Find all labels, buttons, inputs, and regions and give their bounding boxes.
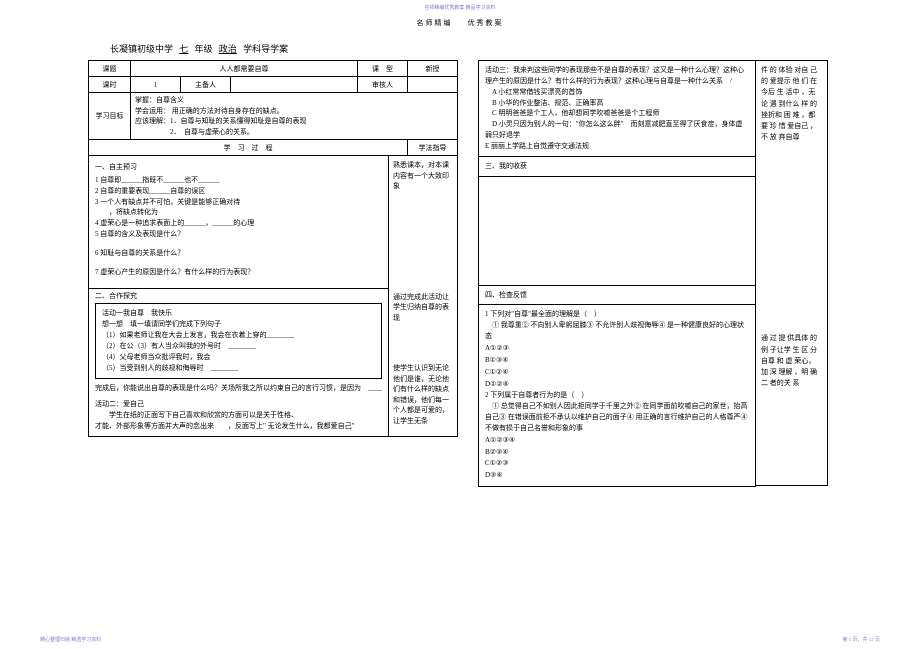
meta-r1c4: 新授: [408, 61, 458, 77]
q2o: ① 总觉得自己不如别人因此拒同学于千里之外② 在同学面前吹嘘自己的家世，抬高自己…: [485, 401, 749, 434]
s2: 二、合作探究: [89, 288, 388, 302]
q1a0: A①②③: [485, 343, 749, 354]
q2a0: A①②③④: [485, 435, 749, 446]
meta-r1c1: 课题: [89, 61, 131, 77]
proc-head: 学 习 过 程 学法指导: [89, 140, 458, 156]
p1: 完成后，你能说出自尊的表现是什么吗？关场所我之所以约束自己的言行习惯，是因为 _…: [95, 383, 382, 394]
box-2: （1）如果老师让我在大会上发言，我会在衣着上穿的________: [102, 330, 375, 341]
goal-l2: 应该理解：1．自尊与知耻的关系懂得知耻是自尊的表现: [135, 116, 453, 127]
q1a1: B①③④: [485, 355, 749, 366]
box-0: 活动一我自尊 我快乐: [102, 308, 375, 319]
l1: 1 自尊即______指既不______也不______: [95, 175, 382, 186]
meta-r2c5: 审核人: [358, 77, 408, 93]
q1a2: C①②④: [485, 367, 749, 378]
q1a3: D①②④: [485, 379, 749, 390]
l7: 7 虚荣心产生的原因是什么？有什么样的行为表现？: [95, 267, 382, 278]
act3-0: 活动三：我来判这些同学的表现那些不是自尊的表现？这又是一种什么心理？这种心理产生…: [485, 65, 749, 87]
q2: 2 下列属于自尊者行为的是（ ）: [485, 390, 749, 401]
g1: 熟悉课本，对本课内容有一个大致印象: [393, 160, 453, 192]
act2-b1: 学生在纸的正面写下自己喜欢和欣赏的方面可以是关于性格、: [95, 410, 382, 421]
s4-body: 1 下列对"自尊"最全面的理解是（ ） ① 我尊重② 不向别人卑躬屈膝③ 不允许…: [478, 304, 756, 487]
meta-row-1: 课题 人人都需要自尊 课 型 新授: [89, 61, 458, 77]
header-tiny: 名师精编优秀教案 精品学习资料: [0, 4, 920, 11]
q1o: ① 我尊重② 不向别人卑躬屈膝③ 不允许别人歧视侮辱④ 是一种健康良好的心理状态: [485, 320, 749, 342]
q2a3: D③④: [485, 470, 749, 481]
meta-row-2: 课时 1 主备人 审核人: [89, 77, 458, 93]
goal-l0: 掌握：自尊含义: [135, 95, 453, 106]
meta-r1c2: 人人都需要自尊: [131, 61, 358, 77]
g3: 使学生认识到无论他们是谁，无论他们有什么样的缺点和错误，他们每一个人都是可爱的，…: [393, 363, 453, 426]
meta-r2c2: 1: [131, 77, 181, 93]
goal-cell: 掌握：自尊含义 学会运用： 用正确的方法对待自身存在的缺点。 应该理解：1．自尊…: [131, 93, 458, 140]
q2-opts: A①②③④ B②③④ C①②③ D③④: [485, 435, 749, 481]
left-panel: 课题 人人都需要自尊 课 型 新授 课时 1 主备人 审核人 学习目标 掌握：自…: [88, 60, 458, 437]
right-panel: 活动三：我来判这些同学的表现那些不是自尊的表现？这又是一种什么心理？这种心理产生…: [478, 60, 828, 486]
g2: 通过完成此活动让学生归纳自尊的表现: [393, 292, 453, 324]
title-suffix: 学科导学案: [243, 44, 288, 54]
s1: 一、自主预习: [95, 162, 382, 173]
inner-box: 活动一我自尊 我快乐 想一想 填一填请同学们完成下列句子 （1）如果老师让我在大…: [95, 303, 382, 378]
s3-head: 三、我的收获: [478, 156, 756, 177]
act3-4: D 小灵只因为别人的一句："你怎么这么胖" 而刻意减肥直至得了厌食症，身体虚弱只…: [485, 119, 749, 141]
s3-body: [478, 176, 756, 286]
meta-r2c6: [408, 77, 458, 93]
footer-right: 第 1 页，共 12 页: [842, 636, 880, 643]
act3-3: C 明明爸爸是个工人，他却想同学吹嘘爸爸是个工程师: [485, 108, 749, 119]
meta-table: 课题 人人都需要自尊 课 型 新授 课时 1 主备人 审核人 学习目标 掌握：自…: [88, 60, 458, 156]
l5: 5 自尊的含义及表现是什么？: [95, 229, 382, 240]
meta-r2c4: [231, 77, 358, 93]
meta-r2c1: 课时: [89, 77, 131, 93]
side-p1: 件 的 体验 对自 己 的 爱提示 他 们 在今后 生 活中 ，无 论 遇 到什…: [761, 65, 822, 143]
right-main: 活动三：我来判这些同学的表现那些不是自尊的表现？这又是一种什么心理？这种心理产生…: [478, 60, 756, 486]
title-mid: 年级: [195, 44, 213, 54]
l2: 2 自尊的重要表现______自尊的误区: [95, 186, 382, 197]
l6: 6 知耻与自尊的关系是什么？: [95, 248, 382, 259]
title-prefix: 长凝镇初级中学: [110, 44, 173, 54]
meta-row-goal: 学习目标 掌握：自尊含义 学会运用： 用正确的方法对待自身存在的缺点。 应该理解…: [89, 93, 458, 140]
title-subject: 政治: [215, 44, 241, 54]
box-4: （4）父母老师当众批评我时，我会: [102, 352, 375, 363]
proc-body: 一、自主预习 1 自尊即______指既不______也不______ 2 自尊…: [88, 156, 458, 437]
page-title: 长凝镇初级中学 七 年级 政治 学科导学案: [110, 42, 288, 55]
act3-box: 活动三：我来判这些同学的表现那些不是自尊的表现？这又是一种什么心理？这种心理产生…: [478, 60, 756, 157]
s4-label: 四、检查反馈: [485, 291, 527, 299]
s3-label: 三、我的收获: [485, 162, 527, 170]
act3-2: B 小华的作业整洁、规范、正确率高: [485, 98, 749, 109]
l4: 4 虚荣心是一种追求表面上的______，______的心理: [95, 218, 382, 229]
title-grade: 七: [175, 44, 192, 54]
s4-head: 四、检查反馈: [478, 285, 756, 306]
header-sub-l: 名师精编: [417, 19, 453, 27]
q1: 1 下列对"自尊"最全面的理解是（ ）: [485, 309, 749, 320]
l3: 3 一个人有缺点并不可怕，关键是能够正确对待: [95, 197, 382, 208]
act2-h: 活动二：爱自己: [95, 399, 382, 410]
right-side: 件 的 体验 对自 己 的 爱提示 他 们 在今后 生 活中 ，无 论 遇 到什…: [756, 60, 828, 486]
meta-r2c3: 主备人: [181, 77, 231, 93]
header-sub-r: 优秀教案: [468, 19, 504, 27]
footer-left: 精心整理归纳 精选学习资料: [40, 636, 101, 643]
goal-l1: 学会运用： 用正确的方法对待自身存在的缺点。: [135, 106, 453, 117]
act2-b2: 才能、外部形象等方面并大声的念出来 ，反面写上" 无论发生什么，我都爱自己": [95, 421, 382, 432]
proc-head-l: 学 习 过 程: [89, 140, 408, 156]
box-3: （2）在公（3）有人当众叫我的外号时 ________: [102, 341, 375, 352]
proc-head-r: 学法指导: [408, 140, 458, 156]
meta-r1c3: 课 型: [358, 61, 408, 77]
box-5: （5）当受到别人的歧视和侮辱时 ________: [102, 363, 375, 374]
act3-1: A 小红常常借钱买漂亮的首饰: [485, 87, 749, 98]
header-sub: 名师精编 优秀教案: [0, 18, 920, 28]
goal-label: 学习目标: [89, 93, 131, 140]
proc-right: 熟悉课本，对本课内容有一个大致印象 通过完成此活动让学生归纳自尊的表现 使学生认…: [389, 156, 457, 436]
q2a2: C①②③: [485, 458, 749, 469]
proc-left: 一、自主预习 1 自尊即______指既不______也不______ 2 自尊…: [89, 156, 389, 436]
act3-5: E 丽丽上学路上自觉遵守交通法规: [485, 141, 749, 152]
box-1: 想一想 填一填请同学们完成下列句子: [102, 319, 375, 330]
goal-l3: 2． 自尊与虚荣心的关系。: [135, 127, 453, 138]
side-p2: 通 过 提 供具体 的 例 子让学 生 区 分自尊 和 虚 荣心，加 深 理解 …: [761, 333, 822, 389]
l3b: ，将缺点转化为: [95, 207, 382, 218]
q1-opts: A①②③ B①③④ C①②④ D①②④: [485, 343, 749, 389]
q2a1: B②③④: [485, 447, 749, 458]
